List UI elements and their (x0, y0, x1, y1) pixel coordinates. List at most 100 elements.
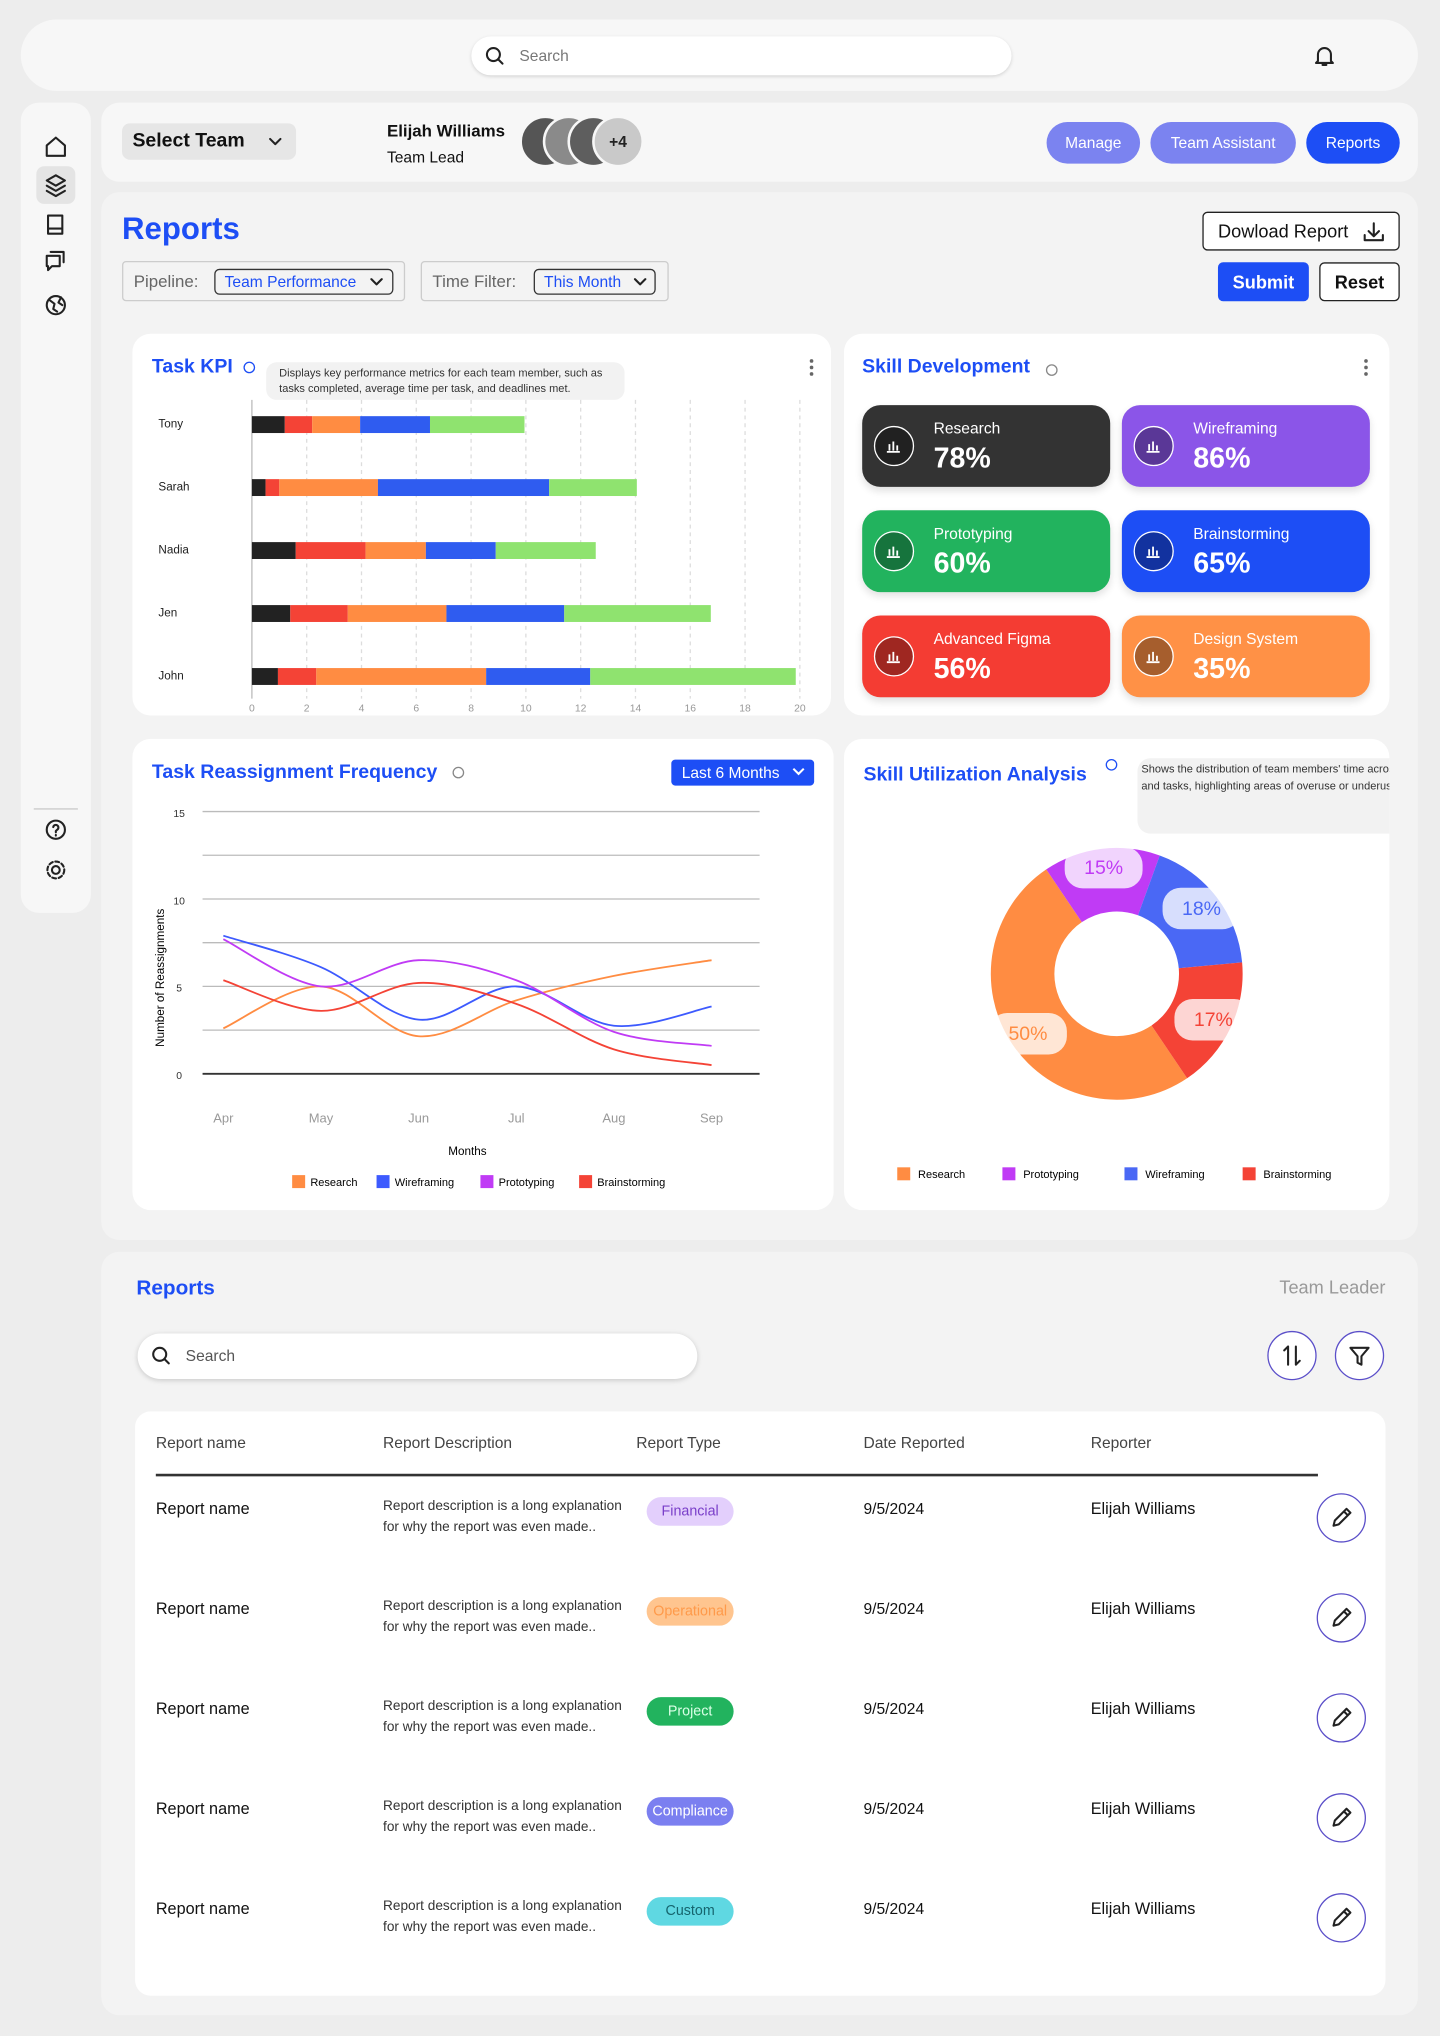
skill-name: Prototyping (933, 524, 1013, 543)
chevron (370, 278, 383, 286)
bell-icon[interactable] (1313, 44, 1336, 67)
nav-globe[interactable] (45, 295, 66, 316)
period-value: Last 6 Months (681, 763, 780, 782)
skill-icon (873, 531, 915, 572)
skill-icon (873, 636, 915, 677)
nav-layers[interactable] (45, 174, 66, 198)
time-filter-label: Time Filter: (432, 271, 517, 291)
pipeline-filter: Pipeline: Team Performance (122, 260, 406, 302)
report-description: Report description is a long explanation… (383, 1598, 622, 1635)
nav-book[interactable] (47, 214, 64, 235)
reporter: Elijah Williams (1090, 1799, 1196, 1818)
chevron (269, 137, 282, 146)
header-rule (155, 1473, 1318, 1476)
skill-icon (1133, 636, 1174, 677)
skill-utilization-tooltip: Shows the distribution of team members' … (1137, 758, 1390, 834)
time-filter-select[interactable]: This Month (533, 268, 656, 295)
skill-name: Research (933, 419, 1001, 438)
report-description: Report description is a long explanation… (383, 1498, 622, 1535)
nav-home[interactable] (45, 136, 66, 157)
skill-name: Brainstorming (1193, 524, 1290, 543)
table-title: Reports (136, 1277, 215, 1300)
skill-icon (873, 425, 915, 467)
time-filter-value: This Month (544, 272, 622, 291)
period-select[interactable]: Last 6 Months (671, 759, 815, 786)
skill-development-title: Skill Development (862, 355, 1030, 378)
sidebar (20, 102, 91, 913)
download-icon (1363, 222, 1384, 242)
report-name: Report name (155, 1799, 250, 1818)
date-reported: 9/5/2024 (863, 1499, 925, 1518)
skill-name: Design System (1193, 629, 1299, 648)
team-select-label: Select Team (132, 129, 245, 152)
reporter: Elijah Williams (1090, 1699, 1196, 1718)
column-header: Report name (155, 1433, 246, 1452)
reporter: Elijah Williams (1090, 1499, 1196, 1518)
skill-card: Brainstorming 65% (1121, 510, 1370, 593)
table-search[interactable]: Search (137, 1333, 698, 1379)
report-description: Report description is a long explanation… (383, 1698, 622, 1735)
search-box[interactable]: Search (471, 36, 1012, 76)
skill-card: Wireframing 86% (1121, 405, 1370, 487)
report-name: Report name (155, 1699, 250, 1718)
report-type-badge: Custom (646, 1897, 734, 1926)
pipeline-label: Pipeline: (133, 271, 199, 291)
date-reported: 9/5/2024 (863, 1699, 925, 1718)
task-reassignment-card (132, 738, 834, 1211)
date-reported: 9/5/2024 (863, 1799, 925, 1818)
skill-name: Wireframing (1193, 419, 1278, 438)
skill-card: Prototyping 60% (862, 510, 1111, 593)
skill-icon (1133, 531, 1174, 572)
filter-button[interactable] (1334, 1330, 1385, 1381)
reports-button[interactable]: Reports (1306, 122, 1400, 164)
task-kpi-title: Task KPI (151, 355, 233, 378)
report-description: Report description is a long explanation… (383, 1798, 622, 1835)
reports-table: Report name Report Description Report Type… (135, 1411, 1386, 1996)
skill-value: 86% (1193, 441, 1251, 474)
edit-button[interactable] (1316, 1793, 1366, 1843)
submit-button[interactable]: Submit (1217, 262, 1309, 302)
download-label: Dowload Report (1217, 220, 1349, 242)
nav-help[interactable] (45, 819, 66, 840)
download-button[interactable]: Dowload Report (1202, 211, 1400, 251)
skill-value: 56% (933, 651, 991, 685)
edit-button[interactable] (1316, 1593, 1366, 1643)
edit-button[interactable] (1316, 1693, 1366, 1743)
table-tools (1267, 1330, 1385, 1381)
task-kpi-description: Displays key performance metrics for eac… (266, 362, 625, 400)
avatars: +4 (519, 115, 645, 168)
avatar-more: +4 (609, 134, 627, 151)
reports-title: Reports (122, 211, 240, 247)
skill-value: 78% (933, 441, 991, 474)
table-subtitle: Team Leader (1279, 1276, 1386, 1298)
manage-button[interactable]: Manage (1046, 122, 1141, 164)
skill-icon (1133, 425, 1174, 467)
skill-value: 60% (933, 546, 991, 580)
pipeline-select[interactable]: Team Performance (214, 268, 394, 295)
nav-settings[interactable] (50, 865, 61, 875)
reset-button[interactable]: Reset (1319, 262, 1400, 302)
skill-value: 35% (1193, 651, 1251, 685)
skill-card: Research 78% (862, 405, 1111, 487)
skill-utilization-title: Skill Utilization Analysis (863, 763, 1087, 786)
user-role: Team Lead (386, 148, 465, 167)
edit-button[interactable] (1316, 1493, 1366, 1543)
nav-chat[interactable] (45, 250, 65, 272)
search-placeholder: Search (519, 46, 569, 65)
team-assistant-button[interactable]: Team Assistant (1150, 122, 1296, 164)
edit-button[interactable] (1316, 1893, 1366, 1943)
report-type-badge: Compliance (646, 1797, 734, 1826)
time-filter: Time Filter: This Month (420, 260, 669, 302)
report-name: Report name (155, 1599, 250, 1618)
report-description: Report description is a long explanation… (383, 1898, 622, 1935)
sort-button[interactable] (1267, 1330, 1317, 1381)
team-select[interactable]: Select Team (122, 123, 297, 160)
nav-icons (33, 136, 78, 880)
pipeline-value: Team Performance (224, 272, 357, 291)
search-icon (485, 47, 504, 65)
chevron (792, 767, 805, 776)
reporter: Elijah Williams (1090, 1599, 1196, 1618)
report-name: Report name (155, 1499, 250, 1518)
